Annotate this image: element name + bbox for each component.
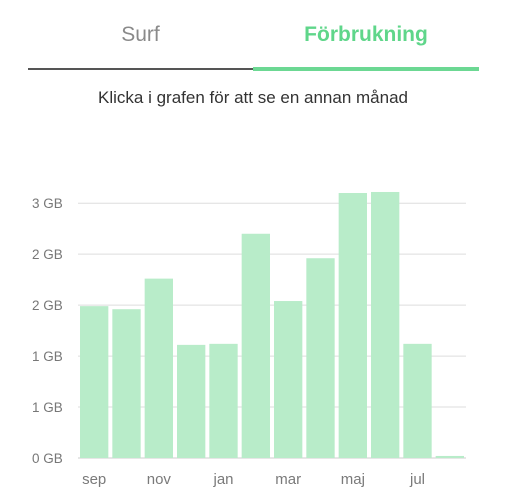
bar-jul[interactable]: [403, 343, 432, 458]
bar-okt[interactable]: [112, 309, 141, 458]
bar-mar[interactable]: [274, 301, 303, 458]
y-tick-label: 2 GB: [32, 247, 63, 262]
bar-jun[interactable]: [371, 191, 400, 458]
tab-bar: Surf Förbrukning: [28, 0, 479, 71]
bar-jan[interactable]: [209, 343, 238, 458]
y-axis-ticks: 0 GB 1 GB 1 GB 2 GB 2 GB 3 GB: [32, 196, 63, 466]
chart-bars[interactable]: [80, 191, 464, 458]
tab-forbrukning[interactable]: Förbrukning: [304, 23, 428, 46]
y-tick-label: 1 GB: [32, 400, 63, 415]
bar-sep[interactable]: [80, 306, 109, 458]
x-tick-label: jul: [409, 471, 425, 488]
y-tick-label: 0 GB: [32, 451, 63, 466]
tab-divider: [28, 68, 253, 70]
active-tab-indicator: [253, 67, 479, 71]
bar-aug[interactable]: [435, 455, 464, 458]
x-tick-label: jan: [212, 471, 233, 488]
bar-maj[interactable]: [338, 193, 367, 458]
chart-gridlines: [78, 202, 466, 459]
x-tick-label: maj: [341, 471, 365, 488]
y-tick-label: 1 GB: [32, 349, 63, 364]
bar-dec[interactable]: [177, 344, 206, 458]
tab-surf[interactable]: Surf: [121, 23, 160, 46]
bar-nov[interactable]: [144, 278, 173, 458]
y-tick-label: 3 GB: [32, 196, 63, 211]
y-tick-label: 2 GB: [32, 298, 63, 313]
bar-feb[interactable]: [241, 233, 270, 458]
x-tick-label: mar: [275, 471, 301, 488]
chart-instruction: Klicka i grafen för att se en annan måna…: [98, 88, 408, 107]
bar-apr[interactable]: [306, 258, 335, 458]
x-tick-label: nov: [147, 471, 172, 488]
x-axis-ticks: sep nov jan mar maj jul: [82, 471, 425, 488]
x-tick-label: sep: [82, 471, 106, 488]
